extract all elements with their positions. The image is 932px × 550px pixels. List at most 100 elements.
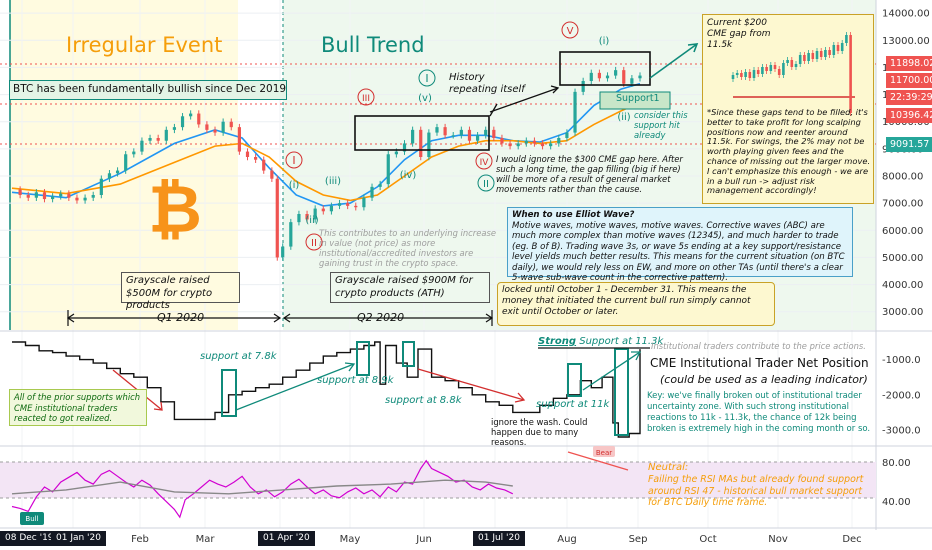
inset-candle xyxy=(798,55,802,64)
inset-candle xyxy=(845,35,848,43)
cme-position-subtitle: (could be used as a leading indicator) xyxy=(660,373,868,386)
price-candle xyxy=(172,127,177,130)
price-candle xyxy=(42,192,47,200)
price-candle xyxy=(565,132,569,138)
q2-label: Q2 2020 xyxy=(357,311,405,324)
price-candle xyxy=(589,72,593,81)
irregular-event-title: Irregular Event xyxy=(66,33,223,57)
inset-candle xyxy=(744,72,747,77)
price-candle xyxy=(419,129,423,157)
cot-axis: -1000.0 -2000.0 -3000.0 xyxy=(882,355,921,436)
time-tick-label: Sep xyxy=(629,534,648,545)
rsi-axis: 80.00 40.00 xyxy=(882,458,911,508)
price-candle xyxy=(275,178,279,258)
price-candle xyxy=(289,222,293,247)
price-candle xyxy=(189,113,193,117)
price-tag: 22:39:29 xyxy=(886,90,932,105)
q2-range-arrow xyxy=(282,310,494,326)
breakout-arrow xyxy=(649,43,699,79)
inset-candle xyxy=(815,51,819,59)
cot-tick-label: -3000.0 xyxy=(882,425,921,436)
inset-candle xyxy=(836,45,840,51)
inset-candle xyxy=(819,51,823,57)
moving-average-line xyxy=(11,82,641,207)
inset-candle xyxy=(828,50,831,55)
institutional-traders-note: Institutional traders contribute to the … xyxy=(651,341,866,351)
inset-candle xyxy=(752,70,756,78)
support-89-label: support at 8.9k xyxy=(317,375,394,386)
price-candle xyxy=(443,127,447,136)
price-tick-label: 14000.00 xyxy=(882,9,930,20)
price-candle xyxy=(213,129,217,133)
rsi-bull-annotation: Bull xyxy=(20,512,44,525)
wave-label-sub-ii-right: (ii) xyxy=(617,112,630,123)
rsi-band xyxy=(0,462,876,498)
strong-label: Strong xyxy=(538,336,577,347)
price-candle xyxy=(475,135,480,141)
price-candle xyxy=(83,197,87,201)
price-candle xyxy=(370,186,374,198)
price-candle xyxy=(313,208,317,220)
price-candle xyxy=(557,138,561,144)
wave-label-sub-ii-left: (ii) xyxy=(305,215,318,226)
q1-label: Q1 2020 xyxy=(157,311,205,324)
wave-label-teal-II: II xyxy=(483,179,489,190)
price-candle xyxy=(605,75,610,79)
bitcoin-logo-icon: ₿ xyxy=(148,171,202,248)
price-candle xyxy=(329,205,334,212)
price-tick-label: 4000.00 xyxy=(882,280,923,291)
price-candle xyxy=(124,154,128,171)
inset-candle xyxy=(782,63,785,75)
price-candle xyxy=(402,143,407,152)
price-candle xyxy=(75,197,79,201)
inset-chart xyxy=(731,32,855,116)
price-candle xyxy=(297,214,301,223)
price-candle xyxy=(630,78,634,84)
date-tag: 01 Jan '20 xyxy=(51,531,106,546)
price-candle xyxy=(281,246,285,258)
time-tick-label: Feb xyxy=(131,534,149,545)
price-candle xyxy=(597,72,601,79)
inset-candle xyxy=(832,45,836,55)
inset-candle xyxy=(761,67,764,74)
wave-label-sub-i-left: (i) xyxy=(289,180,300,191)
wave-label-IV: IV xyxy=(480,158,490,168)
price-tick-label: 13000.00 xyxy=(882,36,930,47)
consolidation-box-1 xyxy=(354,115,490,151)
inset-candle xyxy=(773,65,777,69)
price-candle xyxy=(435,127,439,133)
time-tick-label: Jun xyxy=(415,534,432,545)
inset-candle xyxy=(735,73,739,75)
price-candle xyxy=(540,143,545,147)
price-candle xyxy=(107,173,112,179)
rsi-tick-label: 40.00 xyxy=(882,497,911,508)
bull-label: Bull xyxy=(25,515,38,523)
support1-label: Support1 xyxy=(616,93,660,104)
time-tick-label: Dec xyxy=(842,534,861,545)
price-candle xyxy=(354,205,358,208)
support-78-label: support at 7.8k xyxy=(200,351,277,362)
price-candle xyxy=(34,192,38,198)
price-candle xyxy=(500,138,504,144)
locked-funds-note: locked until October 1 - December 31. Th… xyxy=(497,282,775,326)
price-candle xyxy=(305,214,309,220)
price-candle xyxy=(427,132,431,157)
price-candle xyxy=(245,151,250,157)
wave-label-sub-i-right: (i) xyxy=(599,36,610,47)
strong-support-113: Strong Support at 11.3k xyxy=(538,336,663,347)
inset-candle xyxy=(731,75,735,79)
cot-tick-label: -2000.0 xyxy=(882,390,921,401)
price-tag: 9091.57 xyxy=(886,137,932,152)
price-tag: 11700.00 xyxy=(886,73,932,88)
svg-text:₿: ₿ xyxy=(148,171,202,248)
price-candle xyxy=(18,189,22,195)
price-candle xyxy=(549,143,553,147)
price-candle xyxy=(254,157,258,160)
price-tick-label: 7000.00 xyxy=(882,199,923,210)
price-tick-label: 5000.00 xyxy=(882,253,923,264)
price-candle xyxy=(270,170,274,179)
rsi-ma-line xyxy=(11,479,513,495)
price-candle xyxy=(262,159,266,171)
price-candle xyxy=(132,151,136,155)
inset-candle xyxy=(748,72,752,78)
